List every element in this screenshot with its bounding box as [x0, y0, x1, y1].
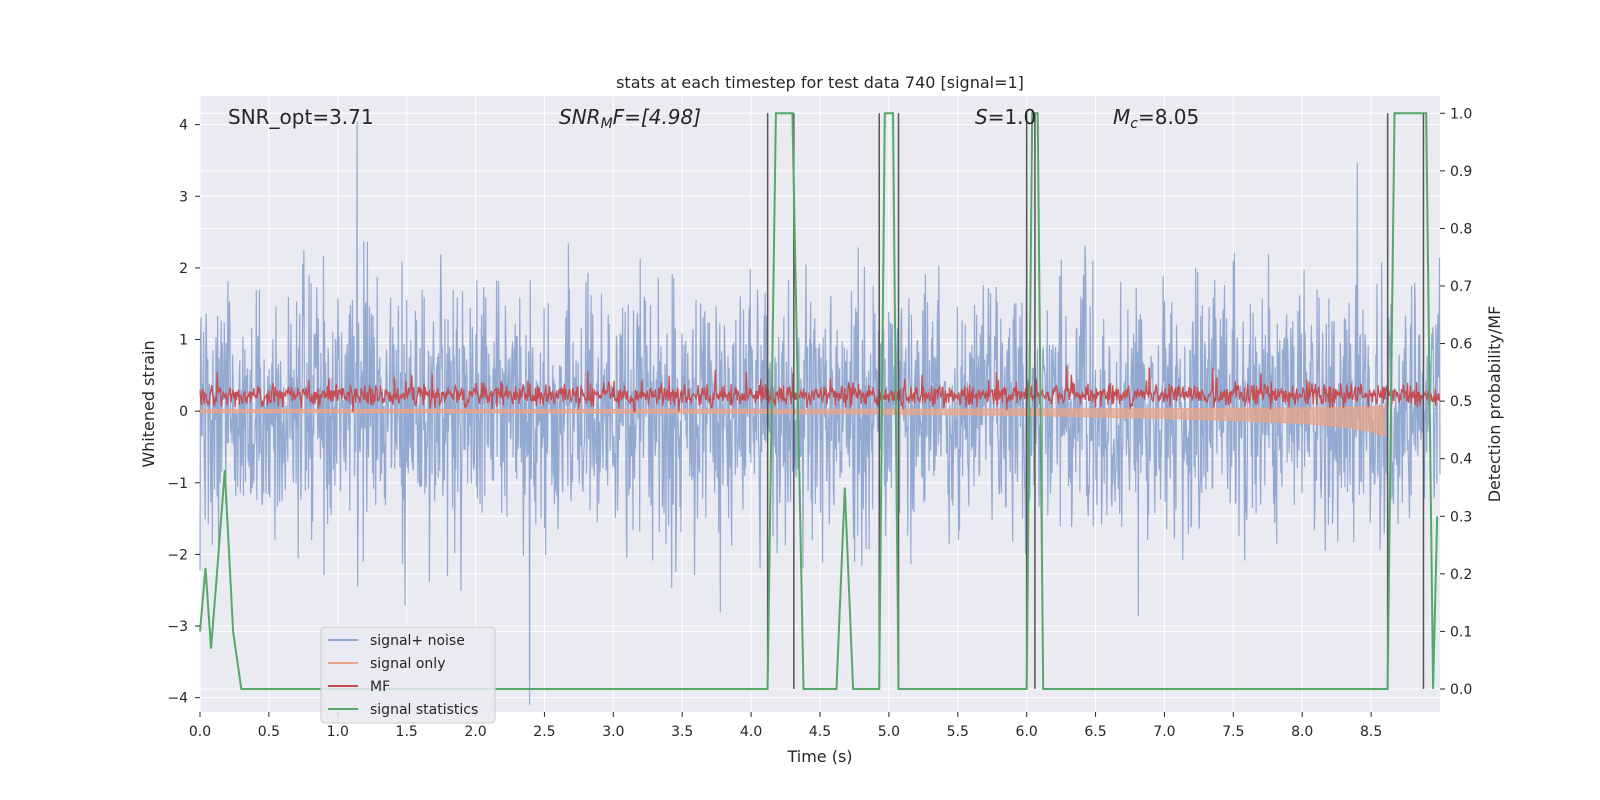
signal-statistics-series: [199, 112, 1439, 690]
signal-noise-series: [199, 122, 1441, 705]
annotation-snr-opt: SNR_opt=3.71: [228, 105, 374, 129]
mf-series: [199, 365, 1441, 413]
y-ticks: 4 3 2 1 0 −1 −2 −3 −4: [167, 118, 200, 707]
y-tick-label: 4: [179, 118, 188, 134]
legend-label-noise: signal+ noise: [370, 633, 465, 649]
y-right-tick-label: 1.0: [1450, 106, 1472, 122]
x-tick-label: 8.0: [1291, 724, 1313, 740]
x-tick-label: 4.0: [740, 724, 762, 740]
legend-box: [320, 626, 496, 724]
mf-line: [199, 365, 1441, 413]
y-axis-label: Whitened strain: [139, 340, 158, 467]
y-right-tick-label: 0.6: [1450, 337, 1472, 353]
signal-only-series: [199, 405, 1386, 437]
y-tick-label: −2: [167, 547, 188, 563]
y-right-tick-label: 0.9: [1450, 164, 1472, 180]
x-tick-label: 2.0: [464, 724, 486, 740]
x-tick-label: 3.0: [602, 724, 624, 740]
y-tick-label: 2: [179, 261, 188, 277]
y-tick-label: −4: [167, 691, 188, 707]
y-tick-label: −1: [167, 476, 188, 492]
x-tick-label: 0.5: [258, 724, 280, 740]
y-right-tick-label: 0.1: [1450, 624, 1472, 640]
x-axis-label: Time (s): [786, 747, 852, 766]
y-tick-label: −3: [167, 619, 188, 635]
y-tick-label: 0: [179, 404, 188, 420]
signal-only-area: [199, 405, 1386, 437]
x-tick-label: 4.5: [809, 724, 831, 740]
y-right-tick-label: 0.2: [1450, 567, 1472, 583]
y-right-tick-label: 0.5: [1450, 394, 1472, 410]
x-tick-label: 1.5: [396, 724, 418, 740]
noise-line: [199, 122, 1441, 705]
y-axis-label-right: Detection probability/MF: [1485, 306, 1504, 503]
y-ticks-right: 1.0 0.9 0.8 0.7 0.6 0.5 0.4 0.3 0.2 0.1 0.0: [1440, 106, 1472, 698]
x-tick-label: 5.0: [878, 724, 900, 740]
x-tick-label: 5.5: [947, 724, 969, 740]
annotation-snr-mf: SNRMF=[4.98]: [559, 105, 701, 132]
legend-label-mf: MF: [370, 679, 390, 695]
x-tick-label: 2.5: [533, 724, 555, 740]
y-right-tick-label: 0.7: [1450, 279, 1472, 295]
y-tick-label: 3: [179, 189, 188, 205]
chart-title: stats at each timestep for test data 740…: [616, 73, 1024, 92]
legend: signal+ noise signal only MF signal stat…: [320, 626, 496, 724]
legend-label-signal: signal only: [370, 656, 445, 672]
x-tick-label: 7.0: [1153, 724, 1175, 740]
x-ticks: 0.0 0.5 1.0 1.5 2.0 2.5 3.0 3.5 4.0 4.5 5.0 5.5 6.0 6…: [189, 712, 1382, 740]
y-right-tick-label: 0.0: [1450, 682, 1472, 698]
x-tick-label: 1.0: [327, 724, 349, 740]
x-tick-label: 7.5: [1222, 724, 1244, 740]
x-tick-label: 8.5: [1360, 724, 1382, 740]
x-tick-label: 6.5: [1084, 724, 1106, 740]
annotation-s: S=1.0: [975, 105, 1036, 129]
signal-statistics-line: [199, 112, 1439, 690]
x-tick-label: 3.5: [671, 724, 693, 740]
y-right-tick-label: 0.4: [1450, 452, 1472, 468]
y-right-tick-label: 0.3: [1450, 509, 1472, 525]
annotation-mc: Mc=8.05: [1113, 105, 1199, 132]
y-right-tick-label: 0.8: [1450, 221, 1472, 237]
y-tick-label: 1: [179, 333, 188, 349]
x-tick-label: 6.0: [1016, 724, 1038, 740]
x-tick-label: 0.0: [189, 724, 211, 740]
vertical-lines: [766, 113, 1425, 689]
legend-label-stat: signal statistics: [370, 702, 478, 718]
